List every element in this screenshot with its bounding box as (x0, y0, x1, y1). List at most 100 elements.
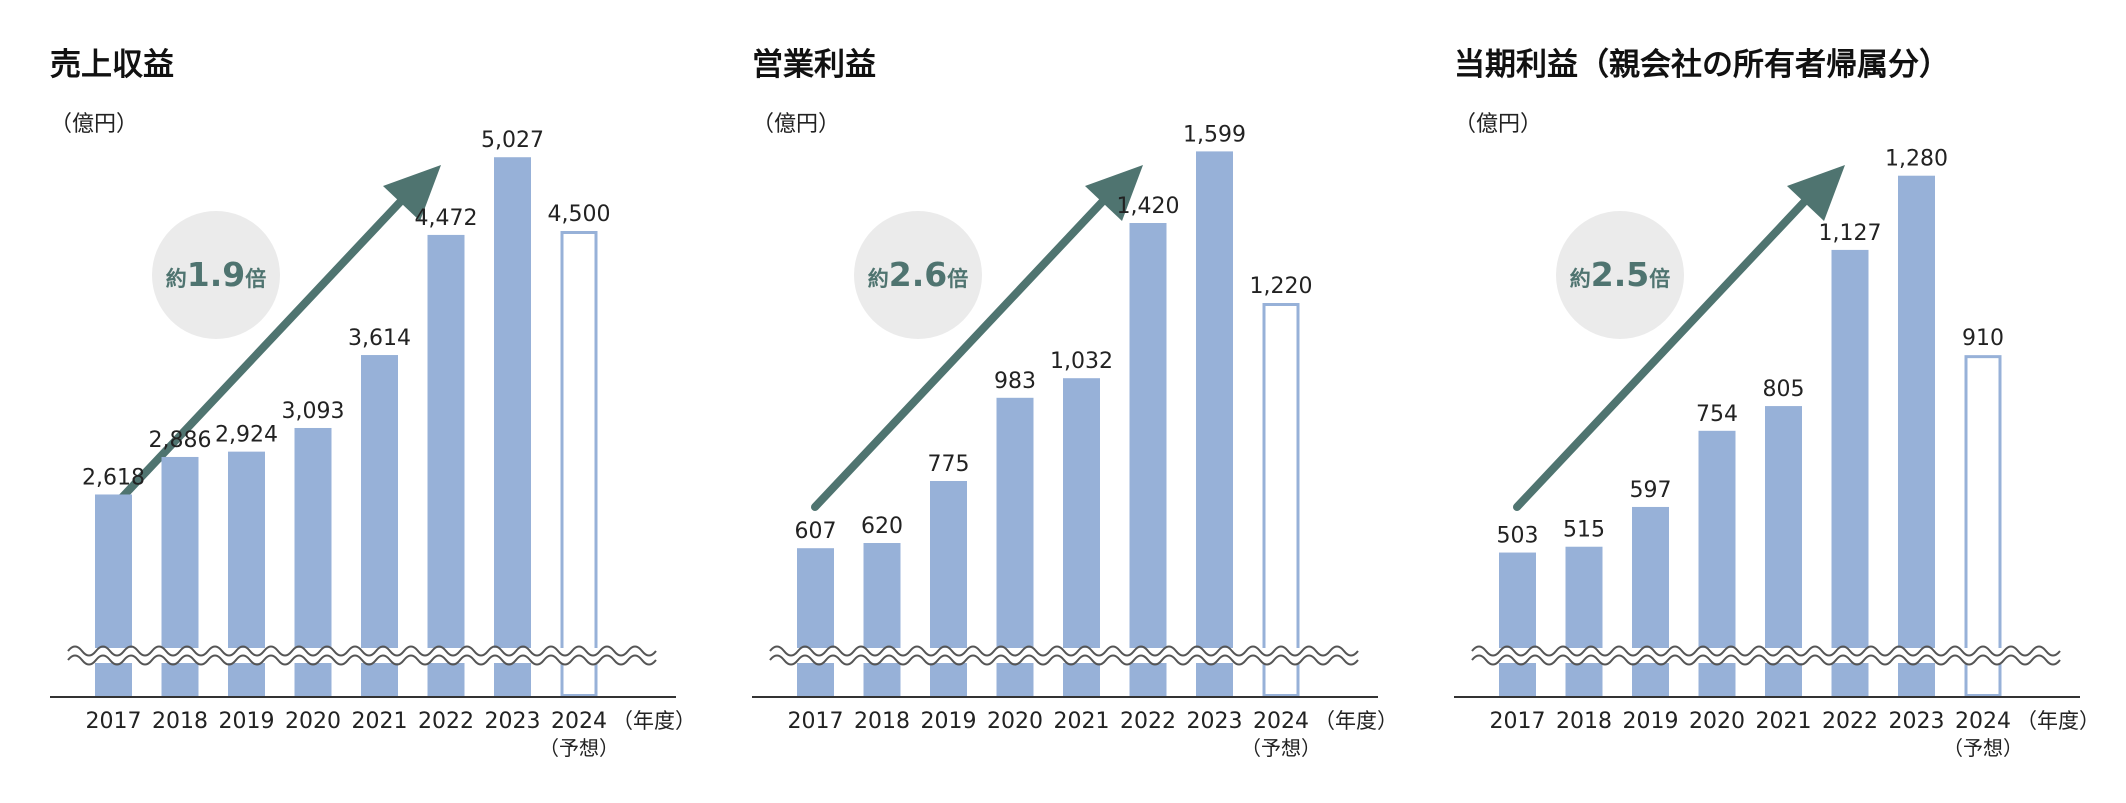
x-tick-label: 2017 (86, 709, 142, 734)
x-tick-label: 2019 (1623, 709, 1679, 734)
value-label: 1,420 (1117, 194, 1180, 219)
axis-break-line (1471, 654, 2061, 666)
bar-forecast-2024 (1262, 303, 1300, 697)
x-tick-label: 2017 (788, 709, 844, 734)
bar-forecast-2024 (1964, 355, 2002, 697)
value-label: 754 (1696, 402, 1738, 427)
x-tick-label: 2018 (152, 709, 208, 734)
x-tick-label: 2021 (1756, 709, 1812, 734)
value-label: 4,472 (415, 206, 478, 231)
value-label: 775 (928, 452, 970, 477)
value-label: 2,886 (149, 428, 212, 453)
value-label: 983 (994, 369, 1036, 394)
value-label: 620 (861, 514, 903, 539)
bar-2021 (361, 355, 398, 697)
growth-arrow-shaft (811, 196, 1108, 511)
axis-break-icon (67, 645, 657, 666)
growth-arrow-head (383, 165, 441, 221)
forecast-label: （予想） (539, 736, 619, 760)
value-label: 805 (1763, 377, 1805, 402)
bar-2018 (1565, 546, 1603, 697)
forecast-label: （予想） (1943, 736, 2023, 760)
forecast-label: （予想） (1241, 736, 1321, 760)
growth-badge-text: 約1.9倍 (166, 255, 266, 294)
growth-arrow-head (1787, 165, 1845, 221)
x-tick-label: 2020 (1689, 709, 1745, 734)
bar-2022 (427, 234, 465, 698)
bars: 607 2017 620 2018 775 2019 983 2020 1,032 2021 1,4… (788, 122, 1313, 734)
axis-break-line (1471, 645, 2061, 657)
badge-suffix: 倍 (245, 267, 266, 291)
growth-badge (152, 211, 280, 339)
chart-title: 当期利益（親会社の所有者帰属分） (1454, 47, 1950, 83)
x-tick-label: 2024 (551, 709, 607, 734)
unit-label: （億円） (752, 112, 840, 137)
x-tick-label: 2017 (1490, 709, 1546, 734)
value-label: 1,220 (1250, 274, 1313, 299)
growth-arrow-shaft (1513, 196, 1810, 511)
value-label: 3,093 (282, 399, 345, 424)
badge-value: 2.5 (1591, 255, 1649, 294)
x-tick-label: 2023 (1889, 709, 1945, 734)
bar-2023 (1898, 175, 1935, 697)
bar-2019 (1632, 506, 1669, 697)
value-label: 1,280 (1885, 147, 1948, 172)
bar-2023 (494, 157, 531, 698)
value-label: 910 (1962, 326, 2004, 351)
fiscal-year-label: （年度） (2016, 709, 2100, 733)
x-tick-label: 2023 (485, 709, 541, 734)
bar-2023 (1196, 151, 1233, 697)
unit-label: （億円） (1454, 112, 1542, 137)
growth-arrow-icon (109, 165, 441, 511)
value-label: 1,032 (1050, 349, 1113, 374)
value-label: 3,614 (348, 326, 411, 351)
value-label: 607 (795, 519, 837, 544)
axis-break-line (67, 645, 657, 657)
chart-title: 売上収益 (50, 47, 174, 83)
growth-badge-text: 約2.6倍 (868, 255, 968, 294)
axis-break-line (67, 654, 657, 666)
x-tick-label: 2022 (1822, 709, 1878, 734)
bars: 2,618 2017 2,886 2018 2,924 2019 3,093 2020 3,61… (82, 128, 610, 734)
bar-2021 (1063, 378, 1100, 697)
x-tick-label: 2018 (854, 709, 910, 734)
bar-2017 (1499, 552, 1536, 697)
chart-panel-2: 営業利益 （億円） 約2.6倍 607 2017 620 2018 775 2019 983 202… (752, 47, 1398, 760)
value-label: 597 (1630, 478, 1672, 503)
growth-arrow-icon (811, 165, 1143, 511)
bar-2017 (797, 548, 834, 697)
value-label: 1,127 (1819, 221, 1882, 246)
growth-arrow-shaft (109, 196, 406, 511)
x-tick-label: 2020 (987, 709, 1043, 734)
fiscal-year-label: （年度） (612, 709, 696, 733)
chart-panel-1: 売上収益 （億円） 約1.9倍 2,618 2017 2,886 2018 2,924 2019… (50, 47, 696, 760)
value-label: 5,027 (481, 128, 544, 153)
value-label: 1,599 (1183, 122, 1246, 147)
x-tick-label: 2022 (1120, 709, 1176, 734)
bar-2022 (1129, 223, 1167, 697)
badge-value: 2.6 (889, 255, 947, 294)
growth-arrow-head (1085, 165, 1143, 221)
x-tick-label: 2019 (921, 709, 977, 734)
bar-2017 (95, 494, 132, 697)
badge-prefix: 約 (868, 267, 889, 291)
badge-value: 1.9 (187, 255, 245, 294)
value-label: 515 (1563, 518, 1605, 543)
badge-suffix: 倍 (1649, 267, 1670, 291)
growth-arrow-icon (1513, 165, 1845, 511)
chart-title: 営業利益 (752, 47, 876, 83)
bars: 503 2017 515 2018 597 2019 754 2020 805 2021 1,127… (1490, 147, 2012, 734)
x-tick-label: 2021 (352, 709, 408, 734)
value-label: 2,924 (215, 423, 278, 448)
unit-label: （億円） (50, 112, 138, 137)
value-label: 503 (1497, 524, 1539, 549)
axis-break-line (769, 645, 1359, 657)
growth-badge (854, 211, 982, 339)
bar-2018 (863, 543, 901, 697)
x-tick-label: 2021 (1054, 709, 1110, 734)
fiscal-year-label: （年度） (1314, 709, 1398, 733)
value-label: 4,500 (548, 202, 611, 227)
axis-break-icon (1471, 645, 2061, 666)
badge-suffix: 倍 (947, 267, 968, 291)
